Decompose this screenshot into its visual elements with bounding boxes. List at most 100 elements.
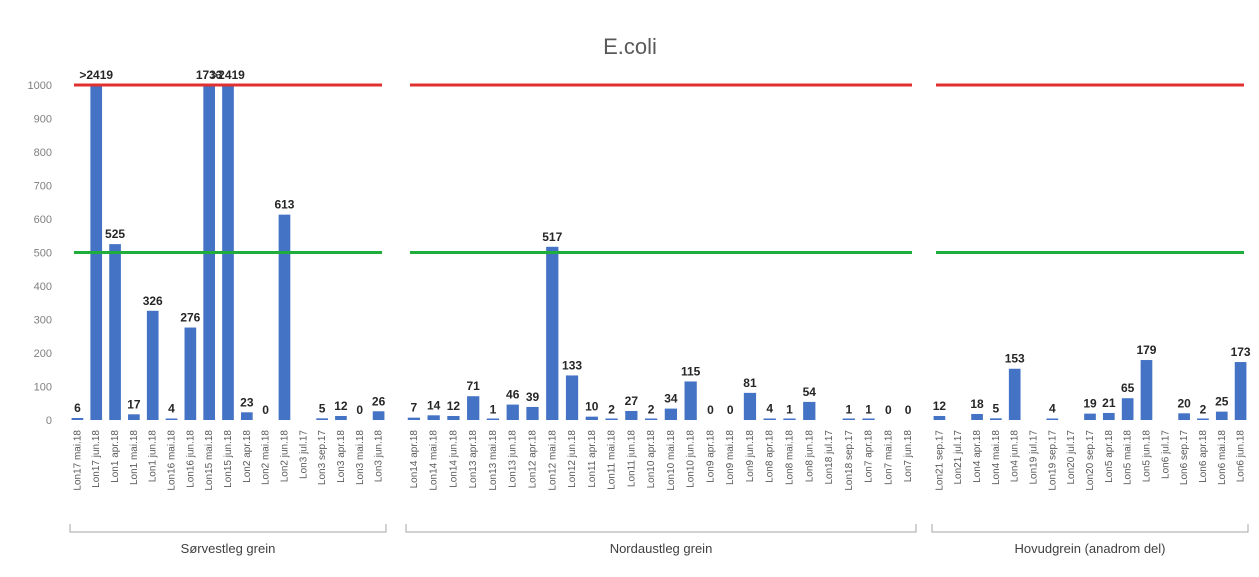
bar	[565, 375, 579, 420]
data-label: 23	[240, 395, 254, 409]
bar	[971, 413, 983, 420]
x-tick-label: Lon12 mai.18	[547, 430, 558, 491]
data-label: 12	[447, 399, 461, 413]
bar	[506, 404, 519, 420]
x-tick-label: Lon5 jun.18	[1141, 430, 1152, 483]
bar	[1178, 413, 1190, 420]
x-tick-label: Lon3 jun.18	[374, 430, 385, 483]
bar	[128, 414, 140, 420]
x-tick-label: Lon6 mai.18	[1217, 430, 1228, 485]
x-tick-label: Lon11 apr.18	[587, 430, 598, 488]
group-labels: Sørvestleg grein Nordaustleg grein Hovudgr…	[69, 524, 1249, 556]
data-label: >2419	[79, 68, 113, 82]
x-tick-label: Lon21 sep.17	[934, 430, 945, 491]
data-label: 2	[1200, 402, 1207, 416]
x-tick-label: Lon16 mai.18	[167, 430, 178, 491]
data-label: 27	[625, 394, 639, 408]
x-tick-label: Lon15 jun.18	[223, 430, 234, 488]
bar	[1234, 362, 1247, 420]
data-label: 26	[372, 394, 386, 408]
data-label: 2	[648, 402, 655, 416]
x-tick-label: Lon1 mai.18	[129, 430, 140, 485]
bar	[146, 310, 159, 420]
x-tick-label: Lon2 apr.18	[242, 430, 253, 483]
x-tick-label: Lon13 apr.18	[468, 430, 479, 489]
data-label: 4	[766, 402, 773, 416]
x-tick-label: Lon6 sep.17	[1179, 430, 1190, 485]
bar	[467, 396, 480, 420]
x-tick-label: Lon7 apr.18	[864, 430, 875, 483]
data-label: 153	[1005, 352, 1025, 366]
x-tick-label: Lon14 jun.18	[448, 430, 459, 488]
x-tick-label: Lon13 jun.18	[508, 430, 519, 488]
data-label: >2419	[211, 68, 245, 82]
x-tick-label: Lon4 apr.18	[972, 430, 983, 483]
data-label: 5	[319, 401, 326, 415]
data-label: 517	[542, 230, 562, 244]
data-label: 7	[411, 401, 418, 415]
x-tick-label: Lon5 apr.18	[1104, 430, 1115, 483]
x-tick-label: Lon18 sep.17	[844, 430, 855, 491]
data-label: 179	[1136, 343, 1156, 357]
data-label: 25	[1215, 395, 1229, 409]
bar	[184, 327, 197, 420]
x-tick-label: Lon15 mai.18	[204, 430, 215, 491]
data-label: 39	[526, 390, 540, 404]
bar	[862, 418, 875, 420]
bar	[1140, 360, 1153, 420]
data-label: 0	[707, 403, 714, 417]
x-tick-label: Lon1 jun.18	[148, 430, 159, 483]
x-tick-label: Lon14 mai.18	[429, 430, 440, 491]
data-label: 0	[885, 403, 892, 417]
data-label: 12	[933, 399, 947, 413]
data-label: 5	[993, 401, 1000, 415]
data-label: 12	[334, 399, 348, 413]
data-label: 14	[427, 398, 441, 412]
bar	[407, 417, 421, 420]
reference-lines	[74, 83, 1244, 254]
data-label: 276	[180, 311, 200, 325]
data-label: 4	[1049, 402, 1056, 416]
group-bracket	[69, 524, 387, 533]
x-tick-label: Lon8 mai.18	[785, 430, 796, 485]
y-tick-label: 600	[34, 214, 52, 226]
y-tick-label: 200	[34, 348, 52, 360]
x-tick-label: Lon11 mai.18	[607, 430, 618, 490]
data-label: 115	[681, 364, 701, 378]
y-tick-label: 900	[34, 114, 52, 126]
bar	[1084, 413, 1096, 420]
x-tick-label: Lon6 jun.18	[1236, 430, 1247, 483]
bar	[526, 406, 539, 420]
data-label: 20	[1177, 396, 1191, 410]
x-tick-label: Lon20 sep.17	[1085, 430, 1096, 491]
bar	[933, 415, 946, 420]
data-label: 1	[865, 403, 872, 417]
data-label: 21	[1102, 396, 1116, 410]
bar	[316, 418, 328, 420]
data-label: 173	[1231, 345, 1251, 359]
y-tick-label: 100	[34, 382, 52, 394]
bar	[71, 417, 84, 420]
y-tick-label: 0	[46, 415, 52, 427]
bar	[427, 415, 440, 420]
data-label: 1733	[196, 68, 223, 82]
data-label: 133	[562, 358, 582, 372]
x-tick-label: Lon4 mai.18	[991, 430, 1002, 485]
y-tick-label: 400	[34, 281, 52, 293]
data-label: 18	[970, 397, 984, 411]
data-label: 525	[105, 227, 125, 241]
x-tick-label: Lon20 jul.17	[1066, 430, 1077, 485]
x-tick-label: Lon3 apr.18	[336, 430, 347, 483]
bar	[664, 408, 678, 420]
bar	[447, 415, 460, 420]
x-tick-label: Lon12 jun.18	[567, 430, 578, 488]
bar	[625, 410, 638, 420]
bar	[605, 418, 618, 420]
data-label: 81	[743, 376, 757, 390]
y-tick-label: 700	[34, 181, 52, 193]
data-label: 34	[664, 392, 678, 406]
bar	[1197, 418, 1209, 420]
